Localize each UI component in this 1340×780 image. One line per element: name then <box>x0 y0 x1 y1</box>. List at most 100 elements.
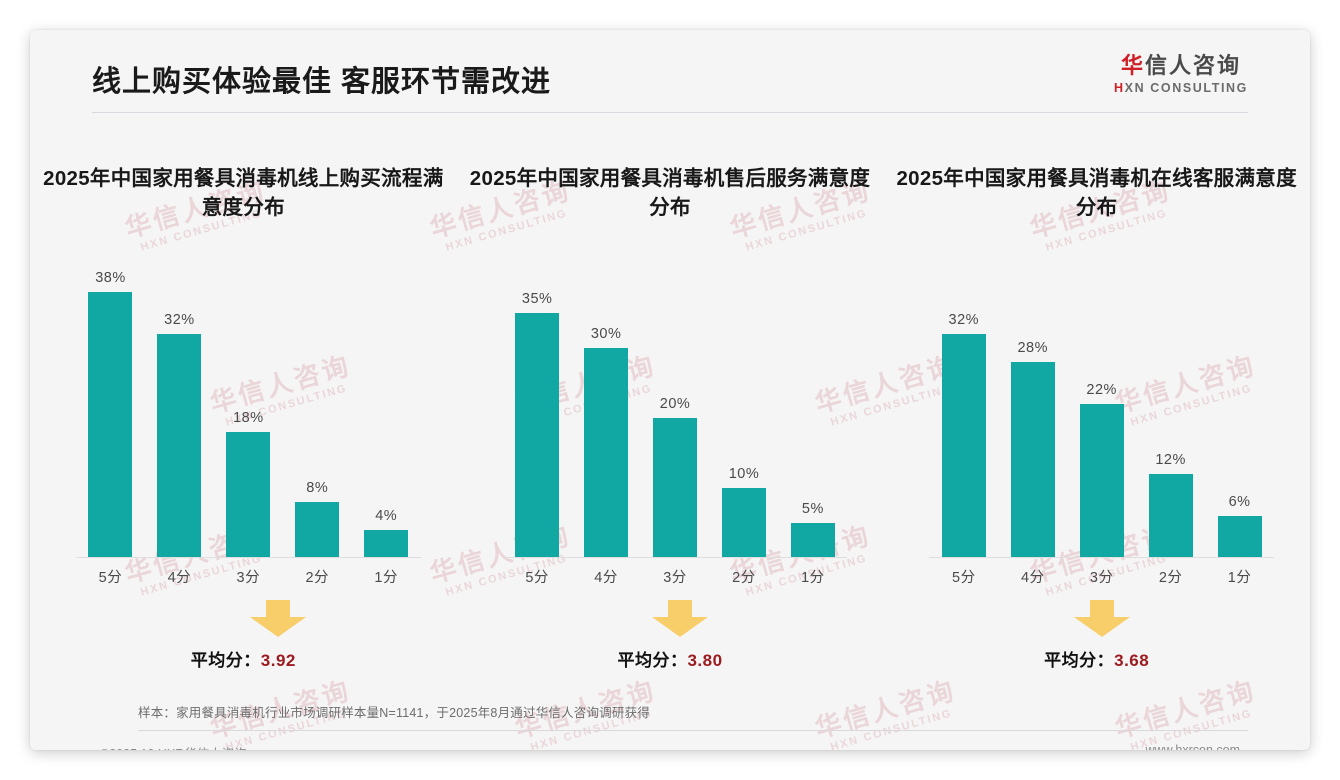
down-arrow-icon <box>893 600 1310 638</box>
bar-value-label: 4% <box>375 508 398 524</box>
chart-title: 2025年中国家用餐具消毒机在线客服满意度分布 <box>896 167 1297 220</box>
average-score-label: 平均分： <box>190 651 261 670</box>
footer-divider <box>138 730 1248 731</box>
bar-value-label: 35% <box>521 291 553 307</box>
bar-value-label: 6% <box>1228 494 1251 510</box>
bar-slot: 22% <box>1067 278 1136 558</box>
bar-slot: 10% <box>709 278 778 558</box>
bar[interactable] <box>1148 474 1193 558</box>
chart-panel-2: 2025年中国家用餐具消毒机售后服务满意度分布 35% 30% 20% 10% 5% 5分 4… <box>457 148 884 671</box>
bar-value-label: 8% <box>306 480 329 496</box>
average-score-value: 3.92 <box>260 651 296 670</box>
bar-slot: 4% <box>352 278 421 558</box>
website-url[interactable]: www.hxrcon.com <box>1145 743 1240 750</box>
bar[interactable] <box>653 418 698 558</box>
bar-slot: 28% <box>998 278 1067 558</box>
x-tick-label: 4分 <box>594 570 618 586</box>
chart-panel-1: 2025年中国家用餐具消毒机线上购买流程满意度分布 38% 32% 18% 8% 4% 5分… <box>30 148 457 671</box>
source-note: 样本：家用餐具消毒机行业市场调研样本量N=1141，于2025年8月通过华信人咨… <box>138 706 650 720</box>
x-axis-labels: 5分 4分 3分 2分 1分 <box>929 566 1274 587</box>
logo-chinese: 华信人咨询 <box>1114 53 1248 78</box>
average-score-text: 平均分：3.68 <box>883 646 1310 671</box>
bar-value-label: 10% <box>728 466 760 482</box>
x-tick-label: 5分 <box>525 570 549 586</box>
x-tick-label: 1分 <box>374 570 398 586</box>
bar-slot: 30% <box>572 278 641 558</box>
bar[interactable] <box>515 313 560 558</box>
bar[interactable] <box>790 523 835 558</box>
copyright-text: ©2025.10 HXR华信人咨询 <box>100 743 247 750</box>
bar[interactable] <box>1010 362 1055 558</box>
x-tick-label: 1分 <box>801 570 825 586</box>
average-score-value: 3.80 <box>687 651 723 670</box>
x-axis-line <box>929 557 1275 558</box>
plot-area: 35% 30% 20% 10% 5% <box>502 278 848 558</box>
average-score-block: 平均分：3.80 <box>457 600 884 671</box>
bar[interactable] <box>941 334 986 558</box>
bar[interactable] <box>721 488 766 558</box>
x-axis-labels: 5分 4分 3分 2分 1分 <box>503 566 848 587</box>
x-tick-label: 4分 <box>1020 570 1045 586</box>
logo-chinese-rest: 信人咨询 <box>1145 53 1242 78</box>
bar-value-label: 32% <box>948 312 980 328</box>
x-tick-label: 5分 <box>952 570 976 586</box>
x-tick-label: 1分 <box>1227 570 1252 586</box>
bar-slot: 5% <box>778 278 847 558</box>
down-arrow-icon <box>477 600 884 638</box>
bar-value-label: 12% <box>1155 452 1186 468</box>
chart-panel-3: 2025年中国家用餐具消毒机在线客服满意度分布 32% 28% 22% 12% 6% 5分 4… <box>883 148 1310 671</box>
bar[interactable] <box>295 502 340 558</box>
x-axis-line <box>76 557 421 558</box>
brand-logo: 华信人咨询 HXN CONSULTING <box>1114 53 1248 96</box>
average-score-label: 平均分： <box>1044 651 1115 670</box>
average-score-text: 平均分：3.92 <box>30 646 457 671</box>
bar[interactable] <box>1217 516 1262 558</box>
bar[interactable] <box>88 292 133 558</box>
x-tick-label: 2分 <box>1158 570 1183 586</box>
bar-slot: 32% <box>145 278 214 558</box>
x-tick-label: 2分 <box>732 570 756 586</box>
bar-value-label: 20% <box>659 396 691 412</box>
chart-title: 2025年中国家用餐具消毒机线上购买流程满意度分布 <box>43 167 444 220</box>
bar-value-label: 22% <box>1086 382 1117 398</box>
bar-value-label: 18% <box>233 410 264 426</box>
bar-slot: 6% <box>1205 278 1274 558</box>
header-divider <box>92 112 1248 113</box>
bar-group: 38% 32% 18% 8% 4% <box>76 270 421 558</box>
average-score-text: 平均分：3.80 <box>457 646 884 671</box>
logo-chinese-highlight: 华 <box>1120 53 1145 78</box>
bar-value-label: 28% <box>1017 340 1049 356</box>
bar-slot: 12% <box>1136 278 1205 558</box>
bar-slot: 38% <box>76 270 145 558</box>
slide-card: 华信人咨询 HXN CONSULTING 华信人咨询 HXN CONSULTING 华信… <box>30 30 1310 750</box>
x-tick-label: 3分 <box>1089 570 1114 586</box>
bar-slot: 32% <box>929 278 998 558</box>
chart-title: 2025年中国家用餐具消毒机售后服务满意度分布 <box>469 167 871 220</box>
bar[interactable] <box>584 348 629 558</box>
x-axis-labels: 5分 4分 3分 2分 1分 <box>76 566 421 587</box>
logo-english-highlight: H <box>1114 81 1125 96</box>
average-score-value: 3.68 <box>1114 651 1150 670</box>
x-tick-label: 3分 <box>663 570 687 586</box>
bar-group: 35% 30% 20% 10% 5% <box>503 278 848 558</box>
x-tick-label: 3分 <box>236 570 261 586</box>
down-arrow-icon <box>100 600 457 638</box>
x-tick-label: 4分 <box>167 570 192 586</box>
average-score-block: 平均分：3.68 <box>883 600 1310 671</box>
bar[interactable] <box>226 432 271 558</box>
average-score-label: 平均分： <box>617 651 688 670</box>
bar[interactable] <box>364 530 409 558</box>
bar-slot: 35% <box>503 278 572 558</box>
bar-value-label: 32% <box>164 312 195 328</box>
x-tick-label: 5分 <box>98 570 123 586</box>
logo-english-rest: XN CONSULTING <box>1124 81 1248 96</box>
charts-row: 2025年中国家用餐具消毒机线上购买流程满意度分布 38% 32% 18% 8% 4% 5分… <box>30 148 1310 671</box>
bar-value-label: 30% <box>590 326 622 342</box>
bar[interactable] <box>157 334 202 558</box>
bar-value-label: 5% <box>801 501 824 517</box>
bar-value-label: 38% <box>95 270 126 286</box>
bar-slot: 8% <box>283 278 352 558</box>
bar[interactable] <box>1079 404 1124 558</box>
